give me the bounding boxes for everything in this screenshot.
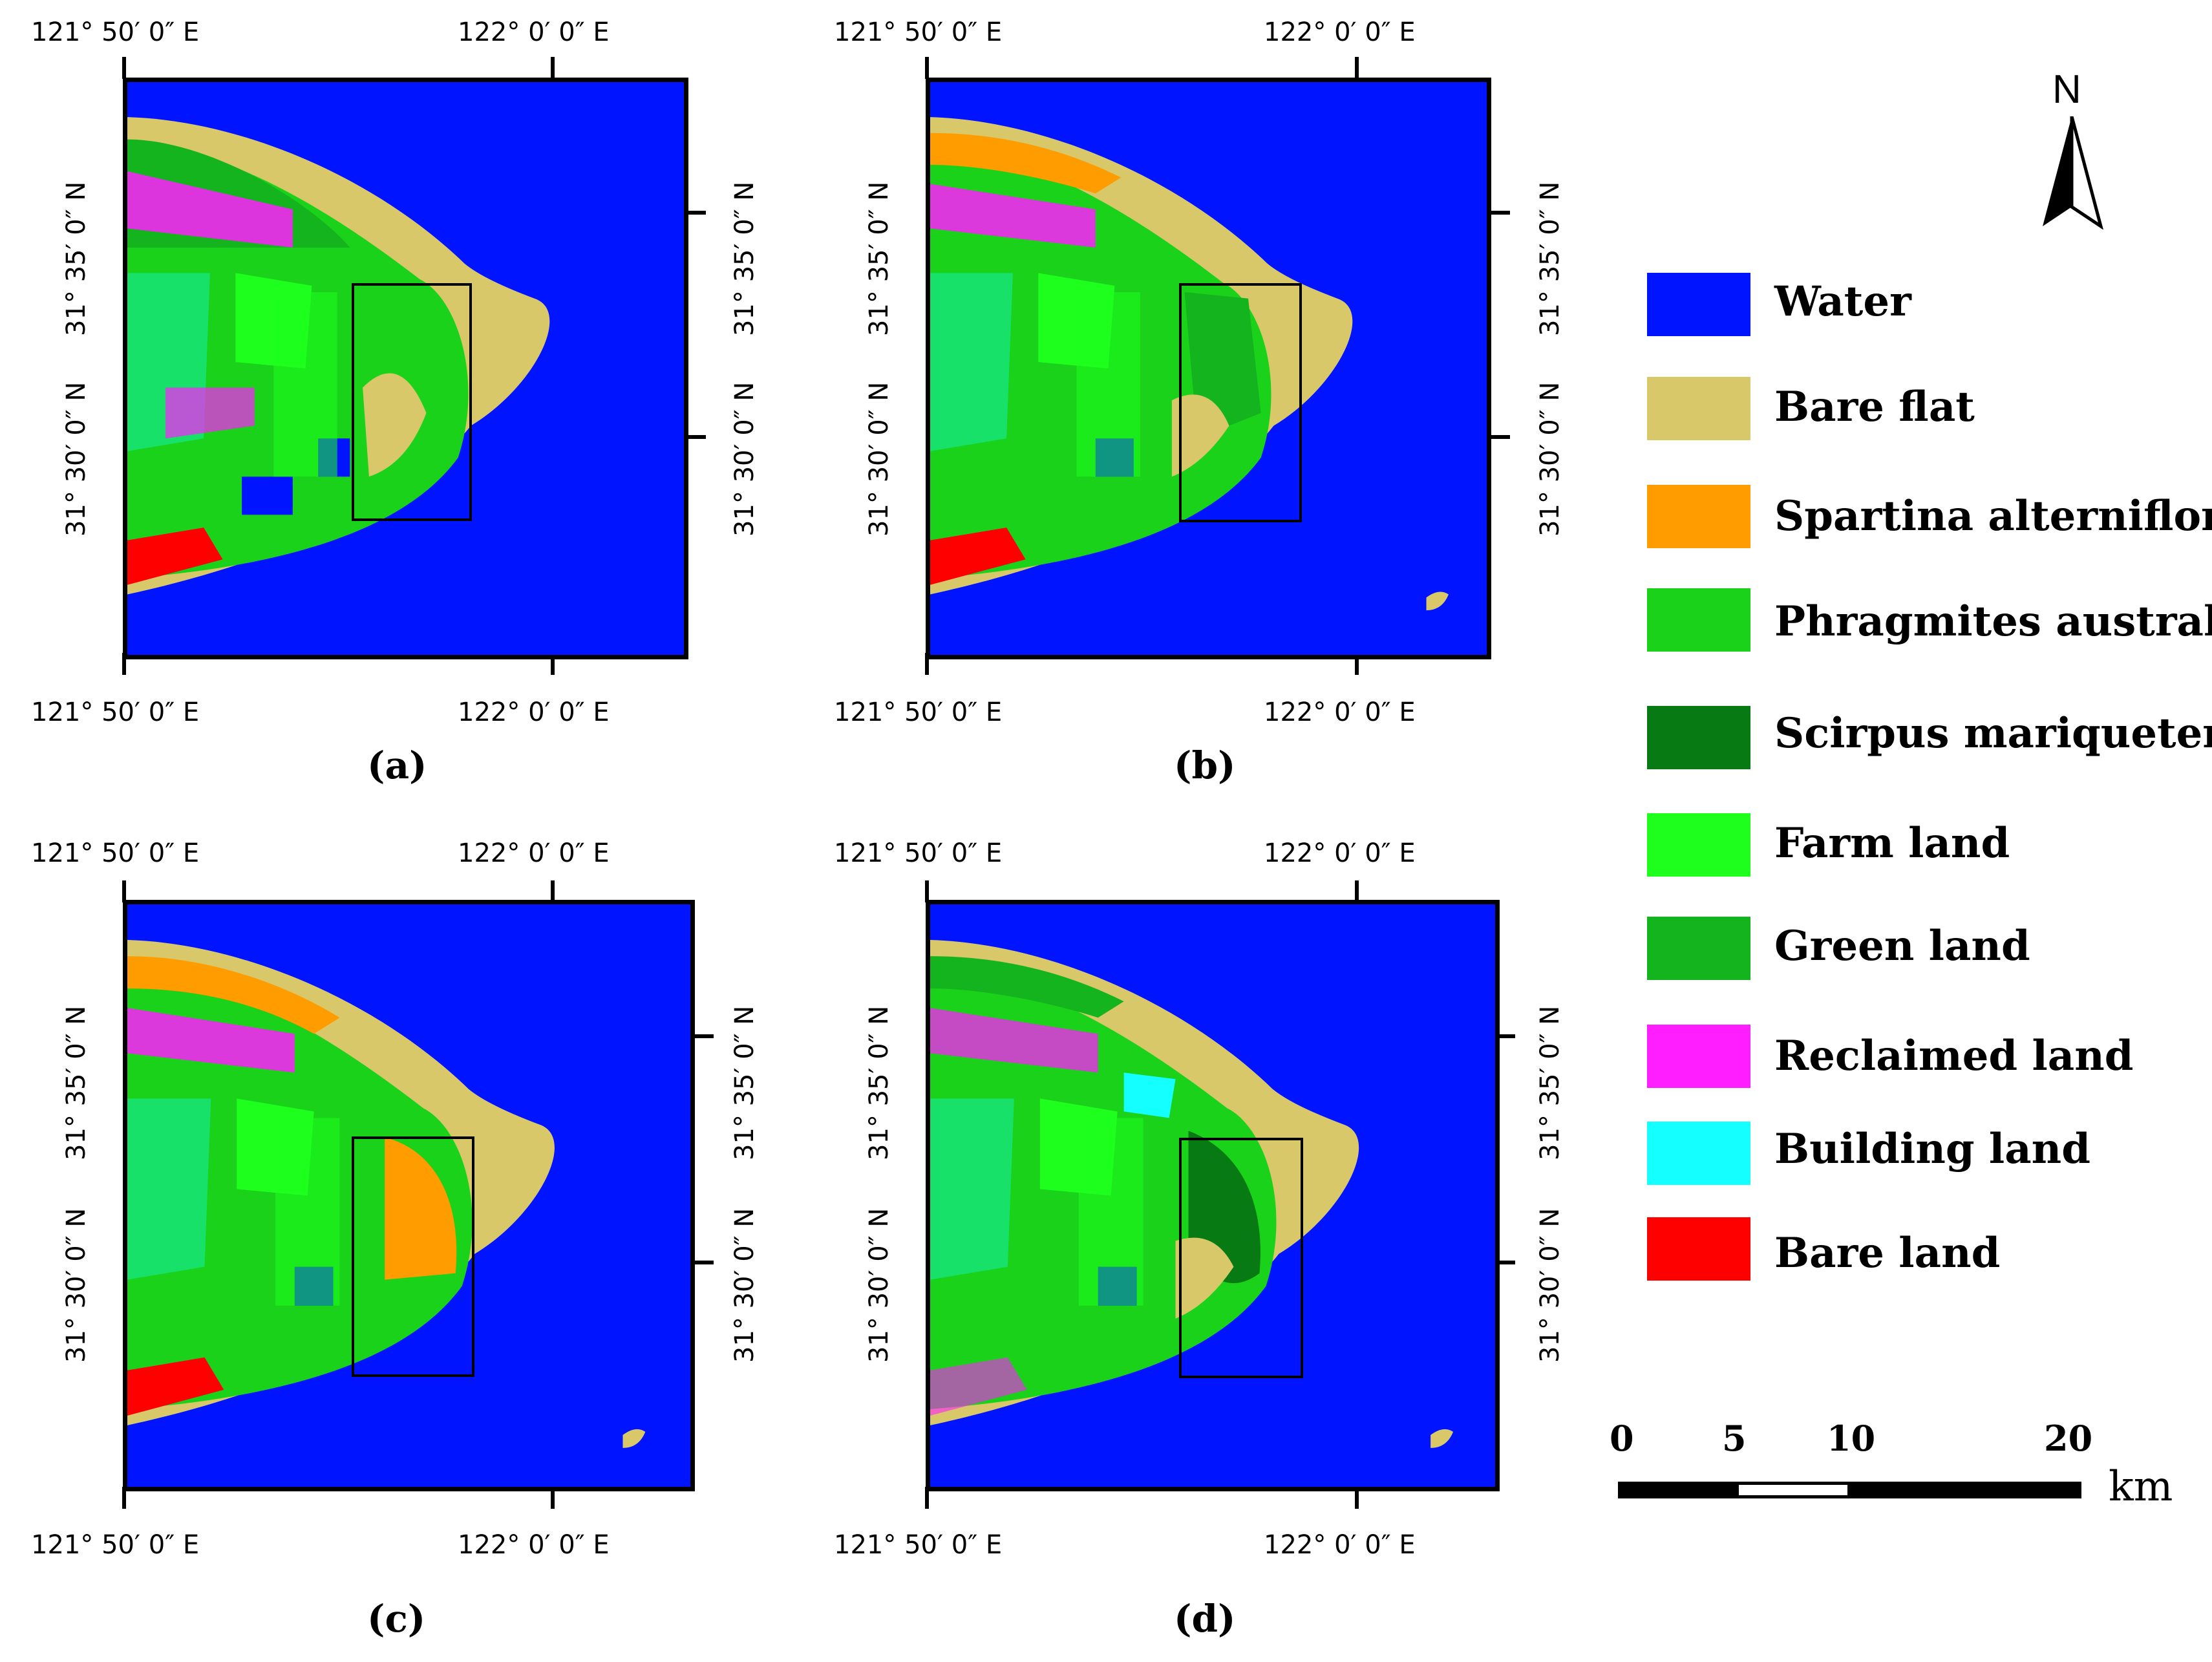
classification-map-d	[926, 900, 1500, 1491]
panel-caption-c: (c)	[367, 1597, 426, 1641]
legend-label-building: Building land	[1774, 1125, 2090, 1173]
classification-map-b	[926, 78, 1491, 659]
legend-label-spartina: Spartina alterniflora	[1774, 492, 2212, 540]
lon-label-bottom-left: 121° 50′ 0″ E	[31, 698, 200, 727]
lon-label-top-left: 121° 50′ 0″ E	[31, 17, 200, 47]
scale-tick-5: 5	[1722, 1418, 1747, 1459]
lat-label-right-bottom: 31° 30′ 0″ N	[730, 381, 760, 537]
inset-box-a	[352, 283, 472, 521]
legend-swatch-water	[1647, 273, 1750, 336]
lon-label-top-left: 121° 50′ 0″ E	[834, 17, 1003, 47]
lon-label-bottom-left: 121° 50′ 0″ E	[834, 1530, 1003, 1560]
classification-map-a	[123, 78, 688, 659]
lat-label-right-bottom: 31° 30′ 0″ N	[730, 1208, 760, 1363]
lat-label-left-bottom: 31° 30′ 0″ N	[61, 1208, 91, 1363]
panel-caption-d: (d)	[1174, 1597, 1236, 1641]
legend-label-reclaimed: Reclaimed land	[1774, 1032, 2134, 1080]
lat-label-left-top: 31° 35′ 0″ N	[864, 1005, 894, 1160]
lat-label-right-bottom: 31° 30′ 0″ N	[1535, 381, 1565, 537]
lat-label-left-top: 31° 35′ 0″ N	[61, 181, 91, 336]
lon-label-top-right: 122° 0′ 0″ E	[458, 838, 610, 868]
lon-label-bottom-left: 121° 50′ 0″ E	[31, 1530, 200, 1560]
lat-label-left-bottom: 31° 30′ 0″ N	[61, 381, 91, 537]
legend-swatch-reclaimed	[1647, 1025, 1750, 1088]
legend-label-scirpus: Scirpus mariqueter	[1774, 709, 2212, 758]
lon-label-top-left: 121° 50′ 0″ E	[31, 838, 200, 868]
scale-tick-10: 10	[1827, 1418, 1876, 1459]
classification-map-c	[123, 900, 695, 1491]
legend-label-phragmites: Phragmites australis	[1774, 597, 2212, 646]
legend-label-bare-land: Bare land	[1774, 1229, 2001, 1277]
scale-unit: km	[2109, 1463, 2173, 1511]
lat-label-left-bottom: 31° 30′ 0″ N	[864, 381, 894, 537]
legend-label-bare-flat: Bare flat	[1774, 383, 1975, 431]
inset-box-b	[1179, 283, 1302, 522]
scale-bar-segment-2	[1736, 1482, 1851, 1498]
lon-label-top-left: 121° 50′ 0″ E	[834, 838, 1003, 868]
lon-label-top-right: 122° 0′ 0″ E	[458, 17, 610, 47]
lon-label-top-right: 122° 0′ 0″ E	[1264, 17, 1416, 47]
panel-caption-a: (a)	[367, 743, 427, 787]
lat-label-left-bottom: 31° 30′ 0″ N	[864, 1208, 894, 1363]
lat-label-left-top: 31° 35′ 0″ N	[61, 1005, 91, 1160]
north-label: N	[2052, 67, 2081, 112]
legend-label-water: Water	[1774, 277, 1911, 326]
legend-swatch-scirpus	[1647, 706, 1750, 769]
lat-label-right-top: 31° 35′ 0″ N	[730, 181, 760, 336]
inset-box-d	[1179, 1138, 1303, 1378]
lat-label-right-top: 31° 35′ 0″ N	[730, 1005, 760, 1160]
legend-swatch-bare-land	[1647, 1217, 1750, 1281]
legend-swatch-green-land	[1647, 917, 1750, 980]
lon-label-top-right: 122° 0′ 0″ E	[1264, 838, 1416, 868]
legend-label-farm-land: Farm land	[1774, 819, 2010, 868]
legend-swatch-bare-flat	[1647, 377, 1750, 440]
scale-bar-segment-1	[1618, 1482, 1736, 1498]
lon-label-bottom-right: 122° 0′ 0″ E	[1264, 1530, 1416, 1560]
legend-swatch-building	[1647, 1122, 1750, 1185]
legend-swatch-farm-land	[1647, 813, 1750, 877]
lat-label-right-bottom: 31° 30′ 0″ N	[1535, 1208, 1565, 1363]
lon-label-bottom-right: 122° 0′ 0″ E	[1264, 698, 1416, 727]
lat-label-right-top: 31° 35′ 0″ N	[1535, 181, 1565, 336]
north-arrow-icon	[2043, 116, 2103, 229]
lat-label-right-top: 31° 35′ 0″ N	[1535, 1005, 1565, 1160]
scale-bar-segment-3	[1851, 1482, 2081, 1498]
inset-box-c	[352, 1136, 474, 1377]
lon-label-bottom-right: 122° 0′ 0″ E	[458, 698, 610, 727]
legend-label-green-land: Green land	[1774, 922, 2030, 970]
legend-swatch-phragmites	[1647, 588, 1750, 652]
panel-caption-b: (b)	[1174, 743, 1236, 787]
lon-label-bottom-right: 122° 0′ 0″ E	[458, 1530, 610, 1560]
scale-tick-20: 20	[2044, 1418, 2093, 1459]
scale-tick-0: 0	[1610, 1418, 1634, 1459]
lon-label-bottom-left: 121° 50′ 0″ E	[834, 698, 1003, 727]
legend-swatch-spartina	[1647, 485, 1750, 548]
lat-label-left-top: 31° 35′ 0″ N	[864, 181, 894, 336]
